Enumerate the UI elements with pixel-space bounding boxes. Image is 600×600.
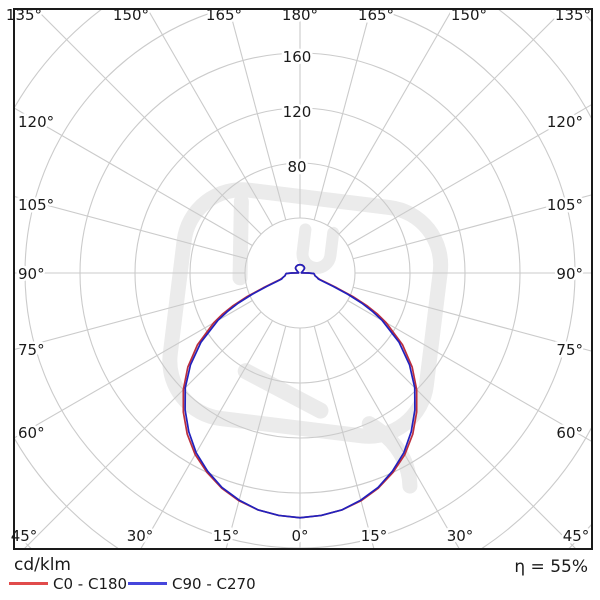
plot-background: [14, 9, 592, 549]
plot-border: [13, 8, 593, 550]
angle-label-right: 60°: [556, 424, 583, 442]
angle-label-bottom: 45°: [11, 527, 38, 545]
angle-label-bottom: 30°: [127, 527, 154, 545]
angle-label-right: 90°: [556, 265, 583, 283]
angle-label-left: 75°: [18, 341, 45, 359]
efficiency-value: η = 55%: [514, 557, 588, 577]
angle-label-right: 120°: [547, 113, 583, 131]
unit-label: cd/klm: [14, 555, 71, 575]
angle-label-bottom: 45°: [563, 527, 590, 545]
axis-labels: 135° 150° 165° 180° 165° 150° 135°45° 30° 15° 0° 1…: [3, 4, 593, 548]
angle-label-bottom: 0°: [291, 527, 308, 545]
legend-label-c0: C0 - C180: [53, 575, 128, 593]
angle-label-left: 90°: [18, 265, 45, 283]
angle-label-right: 105°: [547, 196, 583, 214]
angle-label-bottom: 15°: [361, 527, 388, 545]
radial-tick-label: 160: [283, 48, 312, 66]
legend-label-c90: C90 - C270: [172, 575, 256, 593]
radial-tick-label: 80: [287, 158, 306, 176]
angle-label-bottom: 30°: [447, 527, 474, 545]
legend-line-c90-icon: [128, 582, 167, 585]
angle-label-left: 105°: [18, 196, 54, 214]
angle-label-right: 75°: [556, 341, 583, 359]
radial-tick-label: 120: [283, 103, 312, 121]
curve-c90-c270: [184, 263, 416, 519]
legend-line-c0-icon: [9, 582, 48, 585]
angle-label-left: 60°: [18, 424, 45, 442]
angle-label-bottom: 15°: [213, 527, 240, 545]
angle-label-left: 120°: [18, 113, 54, 131]
